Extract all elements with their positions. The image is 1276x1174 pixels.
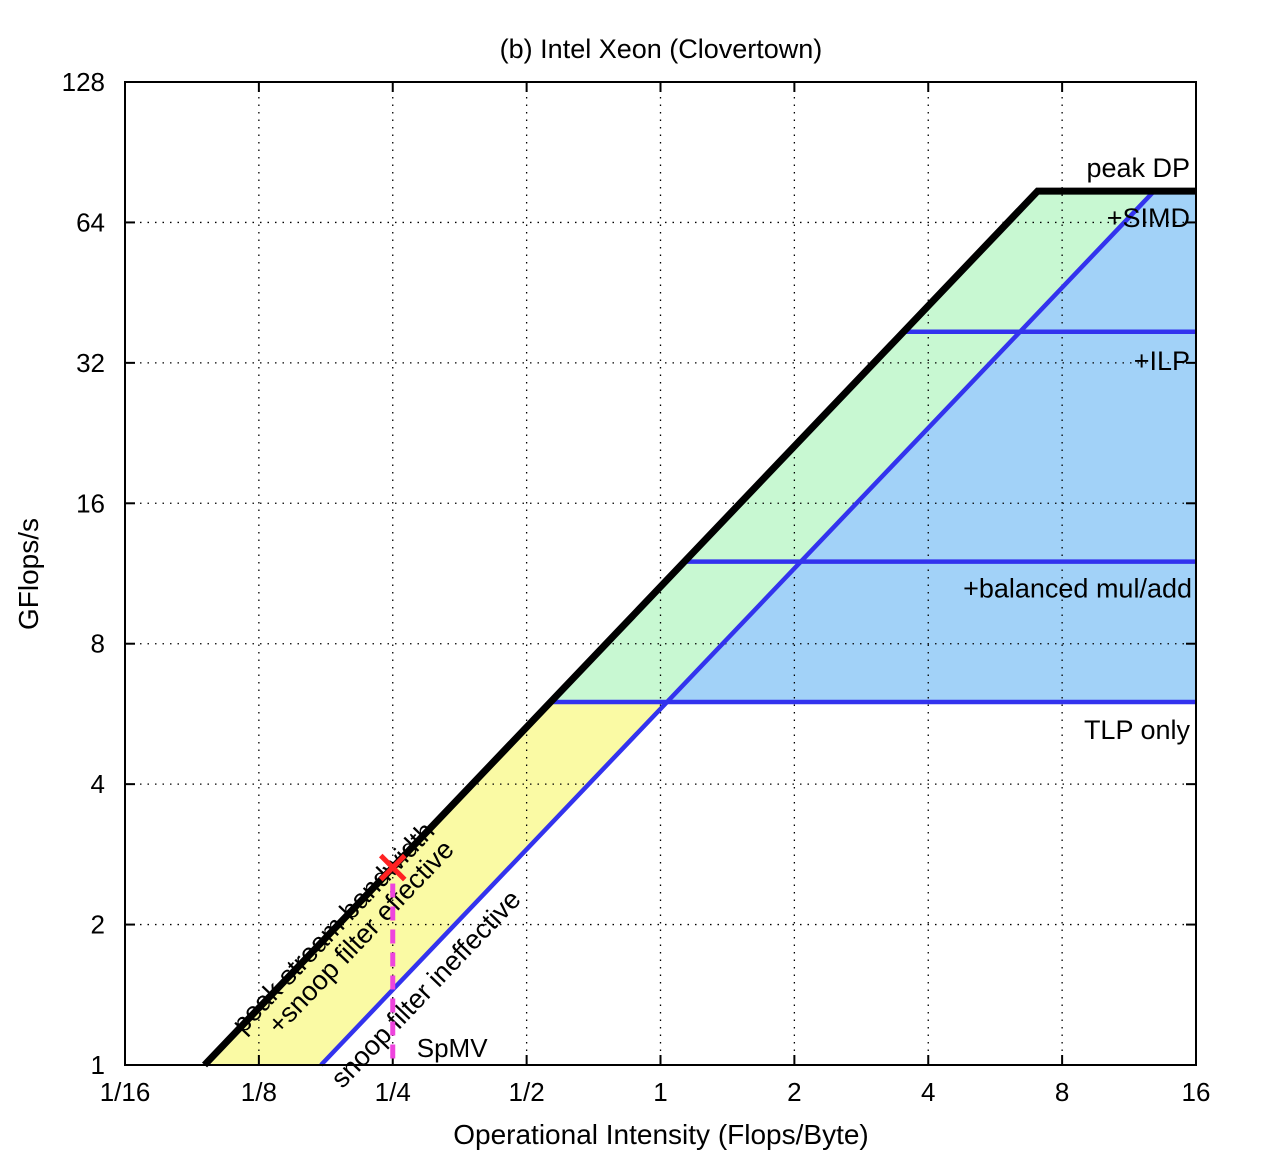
grid: [125, 82, 1196, 1065]
label-ilp: +ILP: [1134, 346, 1190, 376]
x-tick-label: 4: [921, 1077, 935, 1107]
x-tick-label: 1/2: [509, 1077, 545, 1107]
x-tick-label: 8: [1055, 1077, 1069, 1107]
x-tick-label: 1/8: [241, 1077, 277, 1107]
roof-lines: [201, 187, 1196, 1068]
y-tick-label: 1: [91, 1050, 105, 1080]
kernel-label-spmv: SpMV: [417, 1033, 488, 1063]
label-simd: +SIMD: [1107, 203, 1190, 233]
region-green: [550, 191, 1155, 702]
region-blue: [667, 191, 1196, 702]
chart-title: (b) Intel Xeon (Clovertown): [500, 34, 823, 64]
y-tick-label: 8: [91, 629, 105, 659]
y-axis-label: GFlops/s: [13, 518, 44, 630]
y-tick-label: 2: [91, 910, 105, 940]
roof-peak: [201, 187, 1196, 1068]
x-tick-label: 2: [787, 1077, 801, 1107]
label-peak-dp: peak DP: [1086, 153, 1190, 183]
y-tick-label: 64: [76, 207, 105, 237]
region-yellow: [204, 702, 667, 1065]
y-tick-label: 32: [76, 348, 105, 378]
y-tick-label: 4: [91, 769, 105, 799]
label-tlp-only: TLP only: [1084, 715, 1191, 745]
x-tick-label: 1/4: [375, 1077, 411, 1107]
x-axis-label: Operational Intensity (Flops/Byte): [453, 1119, 869, 1150]
regions: [204, 191, 1196, 1065]
kernel-marker-x-b: [378, 853, 407, 882]
y-tick-label: 128: [62, 67, 105, 97]
x-tick-label: 1: [653, 1077, 667, 1107]
axis-ticks: 1/16 1/8 1/4 1/2 1 2 4 8 16 1 2 4 8 16 32 64 128: [62, 67, 1211, 1107]
label-balanced-mul-add: +balanced mul/add: [963, 574, 1192, 604]
x-tick-label: 16: [1182, 1077, 1211, 1107]
roof-snoop-filter-ineffective: [319, 189, 1156, 1067]
x-tick-label: 1/16: [100, 1077, 151, 1107]
y-tick-label: 16: [76, 488, 105, 518]
kernel-markers: SpMV: [378, 853, 488, 1063]
